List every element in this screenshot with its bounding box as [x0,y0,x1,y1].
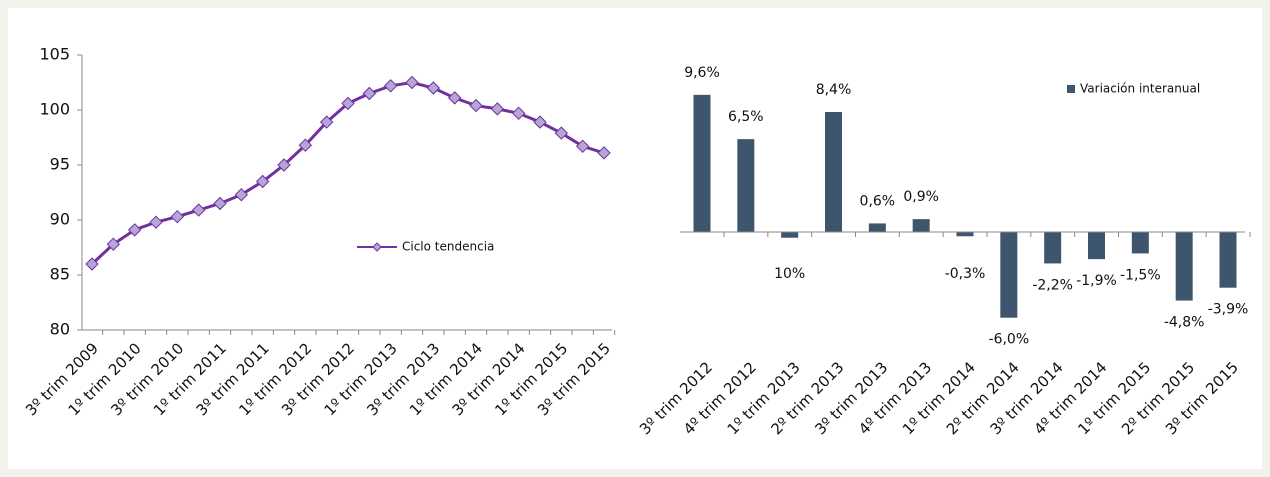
data-label: 10% [774,266,805,282]
data-label: -6,0% [989,332,1030,348]
legend-label: Ciclo tendencia [402,240,494,254]
bar [868,223,886,232]
y-tick-label: 105 [39,45,70,64]
y-tick-label: 85 [50,265,70,284]
y-tick-label: 100 [39,100,70,119]
data-label: 6,5% [728,109,764,125]
point [234,187,249,202]
point [383,79,398,93]
data-label: 0,9% [903,189,939,205]
bar [1044,232,1062,264]
data-label: 8,4% [816,82,852,98]
point [277,158,291,172]
y-tick-label: 95 [50,155,70,174]
point [341,96,355,111]
point [106,237,121,251]
point [469,98,483,113]
data-label: -1,9% [1076,273,1117,289]
point [319,115,334,129]
point [298,138,313,152]
point [597,146,611,160]
point [170,209,185,224]
point [191,203,206,217]
legend-swatch [1067,85,1075,93]
data-label: -2,2% [1032,277,1073,293]
point [511,106,526,121]
point [85,257,99,271]
point [405,75,419,90]
bar [693,94,711,232]
point [213,196,227,211]
bar [781,232,799,238]
bar [1131,232,1149,254]
point [149,215,163,229]
data-label: -1,5% [1120,267,1161,283]
data-label: -4,8% [1164,315,1205,331]
data-label: 9,6% [684,65,720,81]
point [255,174,270,189]
point [426,81,441,95]
point [554,126,569,140]
point [127,223,142,237]
data-label: -3,9% [1208,302,1249,318]
legend-marker [372,242,382,252]
bar [825,112,842,232]
point [575,139,590,154]
point [533,115,547,129]
y-tick-label: 80 [50,320,70,339]
legend-label: Variación interanual [1080,82,1200,96]
bar [1000,232,1018,318]
bar [1219,232,1237,288]
bar [1088,232,1105,260]
data-label: -0,3% [945,266,986,282]
bar [1175,232,1193,301]
point [447,91,462,105]
y-tick-label: 90 [50,210,70,229]
bar [956,232,974,237]
bar [737,139,755,232]
point [490,102,505,116]
bar [912,219,930,232]
point [362,86,377,101]
data-label: 0,6% [860,193,896,209]
